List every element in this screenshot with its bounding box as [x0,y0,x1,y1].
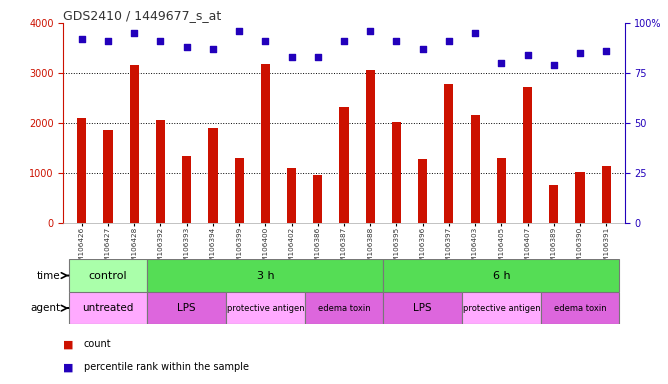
Bar [69,259,148,292]
Bar [148,292,226,324]
Bar [261,65,270,223]
Bar [156,120,165,223]
Bar [444,84,454,223]
Text: time: time [37,270,60,281]
Text: LPS: LPS [413,303,432,313]
Point [208,46,218,52]
Bar [575,172,584,223]
Bar [69,292,148,324]
Bar [77,118,86,223]
Point [129,30,140,36]
Point [496,60,507,66]
Point [155,38,166,44]
Text: ■: ■ [63,362,74,372]
Bar [470,115,480,223]
Bar [182,156,191,223]
Bar [549,185,558,223]
Text: percentile rank within the sample: percentile rank within the sample [84,362,248,372]
Text: ■: ■ [63,339,74,349]
Bar [234,158,244,223]
Bar [305,292,383,324]
Point [76,36,87,42]
Point [365,28,375,34]
Bar [540,292,619,324]
Point [234,28,244,34]
Bar [339,108,349,223]
Point [260,38,271,44]
Point [181,44,192,50]
Bar [365,71,375,223]
Point [444,38,454,44]
Text: edema toxin: edema toxin [554,304,607,313]
Bar [523,87,532,223]
Text: edema toxin: edema toxin [318,304,370,313]
Point [522,52,533,58]
Text: protective antigen: protective antigen [226,304,304,313]
Point [470,30,480,36]
Point [286,54,297,60]
Point [601,48,612,54]
Bar [383,292,462,324]
Point [418,46,428,52]
Point [548,62,559,68]
Bar [462,292,540,324]
Text: GDS2410 / 1449677_s_at: GDS2410 / 1449677_s_at [63,9,221,22]
Bar [208,128,218,223]
Text: agent: agent [30,303,60,313]
Bar [148,259,383,292]
Text: LPS: LPS [178,303,196,313]
Bar [287,168,296,223]
Text: untreated: untreated [82,303,134,313]
Bar [392,122,401,223]
Text: protective antigen: protective antigen [462,304,540,313]
Text: 3 h: 3 h [257,270,274,281]
Bar [226,292,305,324]
Bar [130,65,139,223]
Text: count: count [84,339,111,349]
Bar [418,159,428,223]
Bar [602,166,611,223]
Bar [497,158,506,223]
Point [391,38,402,44]
Text: control: control [89,270,128,281]
Point [313,54,323,60]
Bar [383,259,619,292]
Point [339,38,349,44]
Point [103,38,114,44]
Point [574,50,585,56]
Bar [313,175,323,223]
Bar [104,131,113,223]
Text: 6 h: 6 h [492,270,510,281]
